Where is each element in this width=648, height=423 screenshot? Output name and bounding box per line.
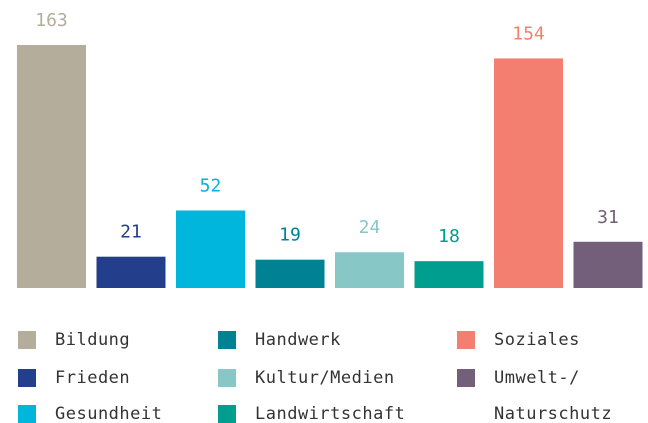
legend-item: Handwerk — [218, 330, 341, 358]
value-label: 154 — [512, 23, 545, 44]
legend-item: Gesundheit — [18, 404, 162, 423]
value-label: 31 — [597, 207, 619, 228]
value-label: 19 — [279, 225, 301, 246]
bar — [414, 261, 484, 288]
legend-label: Bildung — [55, 330, 131, 350]
value-label: 24 — [359, 217, 381, 238]
legend-swatch — [18, 331, 36, 349]
bar — [17, 45, 86, 288]
legend-item: Landwirtschaft — [218, 404, 405, 423]
legend-label: Kultur/Medien — [255, 368, 395, 388]
legend-swatch — [218, 405, 236, 423]
value-label: 21 — [120, 222, 142, 243]
bar — [96, 256, 166, 288]
legend-item: Bildung — [18, 330, 130, 358]
value-label: 18 — [438, 226, 460, 247]
legend-item: Kultur/Medien — [218, 368, 395, 396]
value-label: 52 — [200, 175, 222, 196]
legend-swatch — [18, 369, 36, 387]
legend-swatch — [218, 331, 236, 349]
legend-swatch — [457, 331, 475, 349]
plot: 163 21 52 19 24 18 154 31 — [17, 10, 643, 289]
legend-label: Umwelt-/ Naturschutz — [494, 368, 613, 423]
bar — [255, 259, 325, 288]
legend-label: Soziales — [494, 330, 580, 350]
legend-item: Frieden — [18, 368, 130, 396]
legend-label: Landwirtschaft — [255, 404, 406, 423]
bar — [573, 241, 643, 288]
legend-label: Handwerk — [255, 330, 341, 350]
legend-swatch — [218, 369, 236, 387]
legend-label: Gesundheit — [55, 404, 163, 423]
legend-item: Soziales — [457, 330, 580, 358]
bar — [494, 58, 563, 289]
bar — [335, 252, 404, 288]
legend-item: Umwelt-/ Naturschutz — [457, 368, 612, 423]
bar — [176, 210, 245, 288]
legend-label: Frieden — [55, 368, 131, 388]
value-label: 163 — [35, 10, 68, 31]
legend-swatch — [457, 369, 475, 387]
legend-swatch — [18, 405, 36, 423]
